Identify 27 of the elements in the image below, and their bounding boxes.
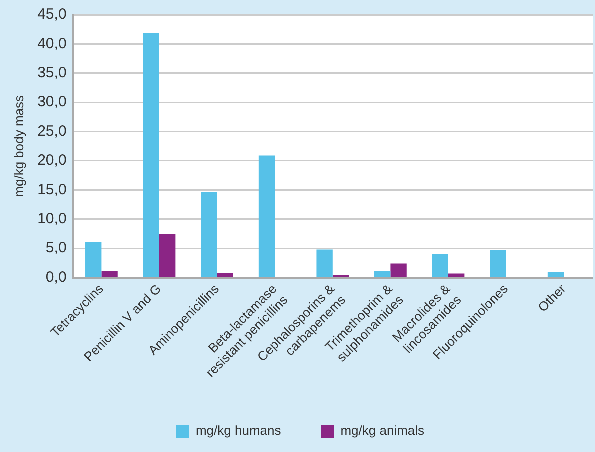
- bar: [159, 234, 176, 278]
- bar: [548, 272, 564, 278]
- y-tick-label: 20,0: [38, 152, 67, 170]
- bar: [390, 264, 407, 278]
- y-tick-label: 25,0: [38, 122, 67, 140]
- bar: [102, 271, 118, 278]
- y-tick-label: 10,0: [38, 210, 67, 228]
- bar: [201, 192, 218, 278]
- bar: [374, 271, 391, 278]
- y-tick-label: 30,0: [38, 94, 67, 111]
- bar: [448, 274, 465, 278]
- y-tick-label: 35,0: [38, 64, 67, 82]
- y-tick-label: 15,0: [38, 181, 67, 198]
- bar: [490, 250, 506, 278]
- y-tick-label: 40,0: [38, 35, 67, 52]
- bar: [316, 250, 333, 278]
- bar: [143, 33, 160, 278]
- y-tick-label: 0,0: [46, 268, 67, 286]
- legend-label: mg/kg humans: [196, 423, 282, 438]
- bar: [258, 156, 276, 278]
- y-tick-label: 5,0: [46, 240, 67, 257]
- bar: [432, 254, 448, 278]
- y-tick-label: 45,0: [38, 6, 67, 24]
- legend-label: mg/kg animals: [340, 423, 426, 438]
- bar: [217, 273, 234, 278]
- y-axis-title: mg/kg body mass: [11, 94, 26, 198]
- bar: [86, 242, 102, 278]
